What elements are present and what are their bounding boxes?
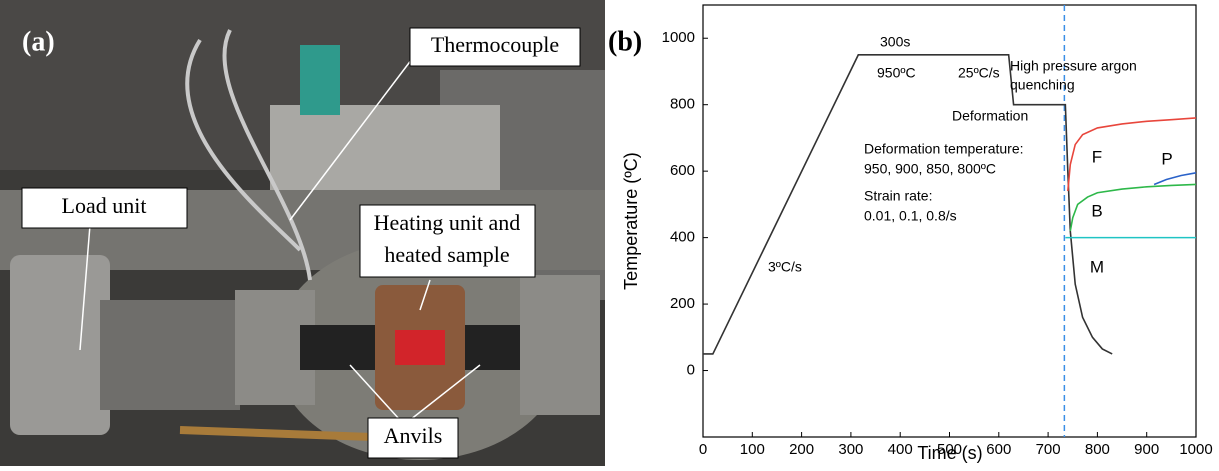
annotation: 3ºC/s	[768, 259, 802, 275]
panel-label: (a)	[22, 26, 55, 57]
callout-label: Anvils	[384, 423, 443, 448]
line-series	[703, 54, 1113, 355]
x-tick-label: 300	[838, 441, 863, 458]
line-series	[1069, 183, 1197, 232]
annotation: 300s	[880, 34, 910, 50]
annotation: 0.01, 0.1, 0.8/s	[864, 208, 957, 224]
line-series	[1153, 172, 1197, 186]
y-tick-label: 0	[687, 362, 695, 379]
y-tick-label: 800	[670, 96, 695, 113]
x-tick-label: 600	[986, 441, 1011, 458]
annotation: F	[1092, 147, 1102, 166]
x-tick-label: 700	[1036, 441, 1061, 458]
annotation: P	[1161, 149, 1172, 168]
annotation: B	[1091, 201, 1102, 220]
callout-label: heated sample	[384, 242, 509, 267]
y-tick-label: 400	[670, 229, 695, 246]
x-axis-label: Time (s)	[917, 443, 982, 463]
callout-label: Thermocouple	[431, 32, 559, 57]
callouts	[21, 27, 581, 459]
annotation: 25ºC/s	[958, 65, 1000, 81]
x-tick-label: 900	[1134, 441, 1159, 458]
callout-label: Heating unit and	[374, 210, 521, 235]
x-tick-label: 0	[699, 441, 707, 458]
y-tick-label: 600	[670, 162, 695, 179]
panel-label: (b)	[608, 26, 642, 57]
annotation: 950, 900, 850, 800ºC	[864, 161, 996, 177]
x-tick-label: 800	[1085, 441, 1110, 458]
x-tick-label: 500	[937, 441, 962, 458]
annotation: High pressure argon	[1010, 58, 1137, 74]
annotation: Strain rate:	[864, 188, 932, 204]
line-series	[1067, 117, 1197, 192]
y-axis-label: Temperature (ºC)	[621, 152, 641, 290]
x-tick-label: 1000	[1179, 441, 1212, 458]
callout-label: Load unit	[62, 193, 147, 218]
x-tick-label: 400	[888, 441, 913, 458]
y-tick-label: 1000	[662, 29, 695, 46]
annotation: quenching	[1010, 77, 1075, 93]
y-tick-label: 200	[670, 295, 695, 312]
annotation: M	[1090, 257, 1104, 276]
annotation: 950ºC	[877, 65, 916, 81]
annotation: Deformation	[952, 108, 1028, 124]
x-tick-label: 100	[740, 441, 765, 458]
x-tick-label: 200	[789, 441, 814, 458]
annotation: Deformation temperature:	[864, 141, 1024, 157]
